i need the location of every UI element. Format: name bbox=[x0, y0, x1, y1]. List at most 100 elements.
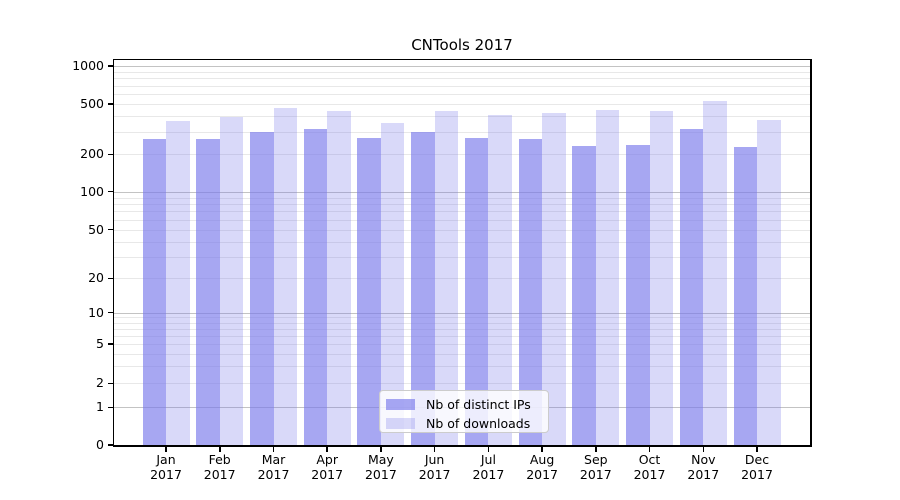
legend: Nb of distinct IPs Nb of downloads bbox=[379, 390, 549, 433]
gridline-minor-7 bbox=[114, 328, 810, 330]
x-tick-label-12: Dec 2017 bbox=[741, 452, 773, 482]
bar-nb-of-distinct-ips-dec-2017 bbox=[733, 146, 757, 445]
bar-nb-of-distinct-ips-oct-2017 bbox=[626, 145, 650, 445]
gridline-major-100 bbox=[114, 191, 810, 193]
gridline-minor-8 bbox=[114, 322, 810, 324]
y-tick-label-20: 20 bbox=[88, 270, 104, 286]
x-tick-mark-6 bbox=[433, 446, 436, 452]
x-tick-mark-7 bbox=[487, 446, 490, 452]
y-tick-label-5: 5 bbox=[96, 336, 104, 351]
x-tick-label-7: Jul 2017 bbox=[472, 452, 505, 482]
bar-nb-of-downloads-aug-2017 bbox=[542, 112, 566, 445]
x-tick-mark-4 bbox=[326, 446, 328, 452]
gridline-minor-400 bbox=[114, 116, 810, 118]
bar-nb-of-downloads-nov-2017 bbox=[703, 101, 727, 445]
x-tick-mark-12 bbox=[756, 446, 758, 452]
gridline-minor-5 bbox=[114, 344, 810, 345]
legend-label-downloads: Nb of downloads bbox=[426, 415, 531, 431]
x-tick-mark-9 bbox=[595, 446, 597, 452]
x-tick-label-5: May 2017 bbox=[364, 452, 397, 482]
gridline-major-1000 bbox=[114, 66, 810, 67]
gridline-minor-4 bbox=[114, 353, 810, 355]
x-tick-label-10: Oct 2017 bbox=[633, 452, 666, 482]
gridline-minor-6 bbox=[114, 335, 810, 337]
y-tick-mark-1000 bbox=[107, 65, 113, 67]
gridline-minor-300 bbox=[114, 132, 810, 133]
legend-swatch-downloads-icon bbox=[386, 417, 415, 429]
y-tick-mark-50 bbox=[107, 228, 113, 231]
y-tick-mark-10 bbox=[107, 311, 113, 314]
gridline-minor-200 bbox=[114, 154, 810, 156]
x-tick-label-4: Apr 2017 bbox=[311, 452, 344, 482]
legend-swatch-distinct-ips-icon bbox=[386, 398, 415, 410]
bar-nb-of-distinct-ips-jul-2017 bbox=[464, 138, 489, 445]
x-tick-mark-11 bbox=[702, 446, 704, 452]
x-tick-label-11: Nov 2017 bbox=[687, 452, 720, 482]
gridline-minor-3 bbox=[114, 365, 810, 367]
legend-label-distinct-ips: Nb of distinct IPs bbox=[426, 396, 531, 412]
y-tick-mark-5 bbox=[107, 343, 113, 345]
gridline-minor-30 bbox=[114, 256, 810, 258]
y-tick-mark-100 bbox=[107, 190, 113, 193]
gridline-major-10 bbox=[114, 312, 810, 314]
bar-nb-of-downloads-oct-2017 bbox=[649, 111, 673, 445]
bar-nb-of-distinct-ips-feb-2017 bbox=[196, 138, 220, 445]
x-tick-mark-5 bbox=[380, 446, 382, 452]
bar-nb-of-downloads-feb-2017 bbox=[219, 117, 244, 445]
y-tick-label-500: 500 bbox=[80, 96, 104, 111]
bar-nb-of-distinct-ips-jun-2017 bbox=[411, 132, 435, 445]
x-tick-mark-10 bbox=[648, 446, 651, 452]
y-tick-label-1: 1 bbox=[96, 399, 104, 415]
x-tick-mark-2 bbox=[219, 446, 221, 452]
x-tick-label-1: Jan 2017 bbox=[150, 452, 182, 482]
y-tick-mark-20 bbox=[107, 277, 113, 280]
chart-title: CNTools 2017 bbox=[411, 36, 513, 54]
bar-nb-of-downloads-jan-2017 bbox=[166, 120, 190, 445]
y-tick-label-200: 200 bbox=[80, 146, 104, 162]
y-tick-label-100: 100 bbox=[80, 183, 104, 199]
bar-nb-of-distinct-ips-apr-2017 bbox=[303, 128, 328, 445]
gridline-minor-40 bbox=[114, 241, 810, 243]
x-tick-label-6: Jun 2017 bbox=[418, 452, 451, 482]
x-tick-mark-8 bbox=[541, 446, 543, 452]
right-spine bbox=[810, 58, 812, 447]
bar-nb-of-downloads-apr-2017 bbox=[327, 110, 351, 445]
y-tick-mark-2 bbox=[107, 382, 113, 385]
gridline-minor-900 bbox=[114, 71, 810, 73]
y-tick-mark-200 bbox=[107, 153, 113, 156]
top-spine bbox=[112, 58, 812, 60]
bar-nb-of-downloads-sep-2017 bbox=[595, 110, 620, 445]
bottom-spine bbox=[112, 445, 812, 447]
bar-nb-of-distinct-ips-jan-2017 bbox=[142, 138, 166, 445]
y-tick-label-0: 0 bbox=[96, 437, 104, 452]
x-tick-label-3: Mar 2017 bbox=[257, 452, 290, 482]
bar-nb-of-downloads-jun-2017 bbox=[434, 111, 459, 445]
x-tick-label-8: Aug 2017 bbox=[526, 452, 558, 482]
gridline-minor-2 bbox=[114, 383, 810, 385]
bar-nb-of-distinct-ips-mar-2017 bbox=[250, 132, 274, 445]
gridline-minor-20 bbox=[114, 278, 810, 280]
left-spine bbox=[112, 58, 114, 447]
x-tick-mark-3 bbox=[272, 446, 275, 452]
bar-nb-of-distinct-ips-aug-2017 bbox=[518, 138, 543, 445]
y-tick-label-10: 10 bbox=[88, 304, 104, 320]
plot-area bbox=[114, 60, 810, 445]
x-tick-label-2: Feb 2017 bbox=[203, 452, 236, 482]
x-tick-label-9: Sep 2017 bbox=[579, 452, 612, 482]
y-tick-label-50: 50 bbox=[88, 221, 104, 237]
gridline-minor-9 bbox=[114, 317, 810, 319]
y-tick-mark-0 bbox=[107, 444, 113, 446]
y-tick-label-1000: 1000 bbox=[72, 58, 104, 73]
gridline-minor-600 bbox=[114, 94, 810, 95]
legend-item-distinct-ips: Nb of distinct IPs bbox=[386, 396, 548, 412]
bar-nb-of-distinct-ips-nov-2017 bbox=[679, 129, 704, 445]
bar-nb-of-downloads-jul-2017 bbox=[488, 114, 512, 445]
x-tick-mark-1 bbox=[165, 446, 167, 452]
bar-nb-of-distinct-ips-sep-2017 bbox=[572, 146, 596, 445]
bar-nb-of-downloads-mar-2017 bbox=[273, 107, 297, 445]
gridline-minor-500 bbox=[114, 104, 810, 105]
gridline-minor-70 bbox=[114, 211, 810, 213]
legend-item-downloads: Nb of downloads bbox=[386, 415, 548, 431]
gridline-minor-90 bbox=[114, 197, 810, 199]
